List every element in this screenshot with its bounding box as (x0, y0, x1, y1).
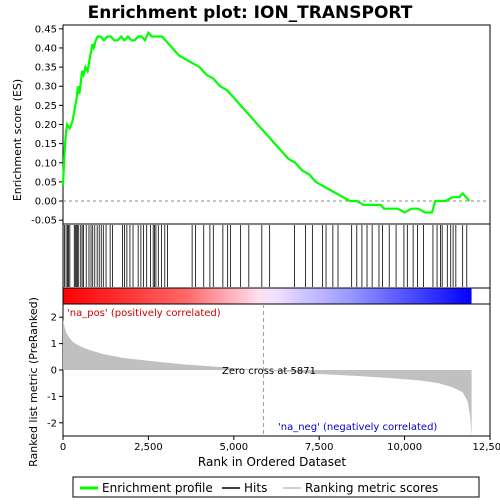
zero-cross-label: Zero cross at 5871 (222, 366, 316, 377)
gradient-bar (63, 288, 490, 304)
x-tick-label: 2,500 (134, 442, 163, 453)
es-y-tick-label: 0.10 (35, 158, 57, 169)
x-axis-label: Rank in Ordered Dataset (198, 455, 346, 469)
x-tick-label: 10,000 (387, 442, 422, 453)
es-y-tick-label: 0.45 (35, 24, 57, 35)
x-tick-label: 0 (60, 442, 66, 453)
x-tick-label: 12,500 (473, 442, 500, 453)
hits-panel (63, 224, 490, 288)
es-y-tick-label: 0.00 (35, 197, 57, 208)
legend-label-hits: Hits (244, 481, 267, 495)
es-y-tick-label: -0.05 (31, 216, 57, 227)
es-y-axis-label: Enrichment score (ES) (11, 79, 24, 201)
metric-y-tick-label: 1 (51, 339, 57, 350)
metric-y-tick-label: -1 (47, 392, 57, 403)
es-y-tick-label: 0.05 (35, 177, 57, 188)
x-tick-label: 5,000 (219, 442, 248, 453)
gradient-fill (63, 288, 472, 304)
es-y-tick-label: 0.40 (35, 43, 57, 54)
es-y-tick-label: 0.30 (35, 82, 57, 93)
negative-correlation-label: 'na_neg' (negatively correlated) (278, 422, 437, 433)
es-y-tick-label: 0.20 (35, 120, 57, 131)
metric-y-tick-label: -2 (47, 418, 57, 429)
positive-correlation-label: 'na_pos' (positively correlated) (67, 308, 221, 319)
legend-label-metric: Ranking metric scores (305, 481, 438, 495)
legend: Enrichment profile Hits Ranking metric s… (73, 477, 479, 497)
metric-y-tick-label: 2 (51, 313, 57, 324)
x-tick-label: 7,500 (305, 442, 334, 453)
es-y-tick-label: 0.35 (35, 63, 57, 74)
es-y-tick-label: 0.15 (35, 139, 57, 150)
chart-title: Enrichment plot: ION_TRANSPORT (88, 3, 413, 23)
es-panel: -0.05 0.00 0.05 0.10 0.15 0.20 0.25 0.30 0.35 0.4… (31, 24, 490, 226)
metric-y-tick-label: 0 (51, 366, 57, 377)
metric-y-axis-label: Ranked list metric (PreRanked) (27, 297, 40, 467)
es-y-tick-label: 0.25 (35, 101, 57, 112)
es-plot-frame (63, 25, 490, 224)
legend-label-enrichment: Enrichment profile (102, 481, 213, 495)
